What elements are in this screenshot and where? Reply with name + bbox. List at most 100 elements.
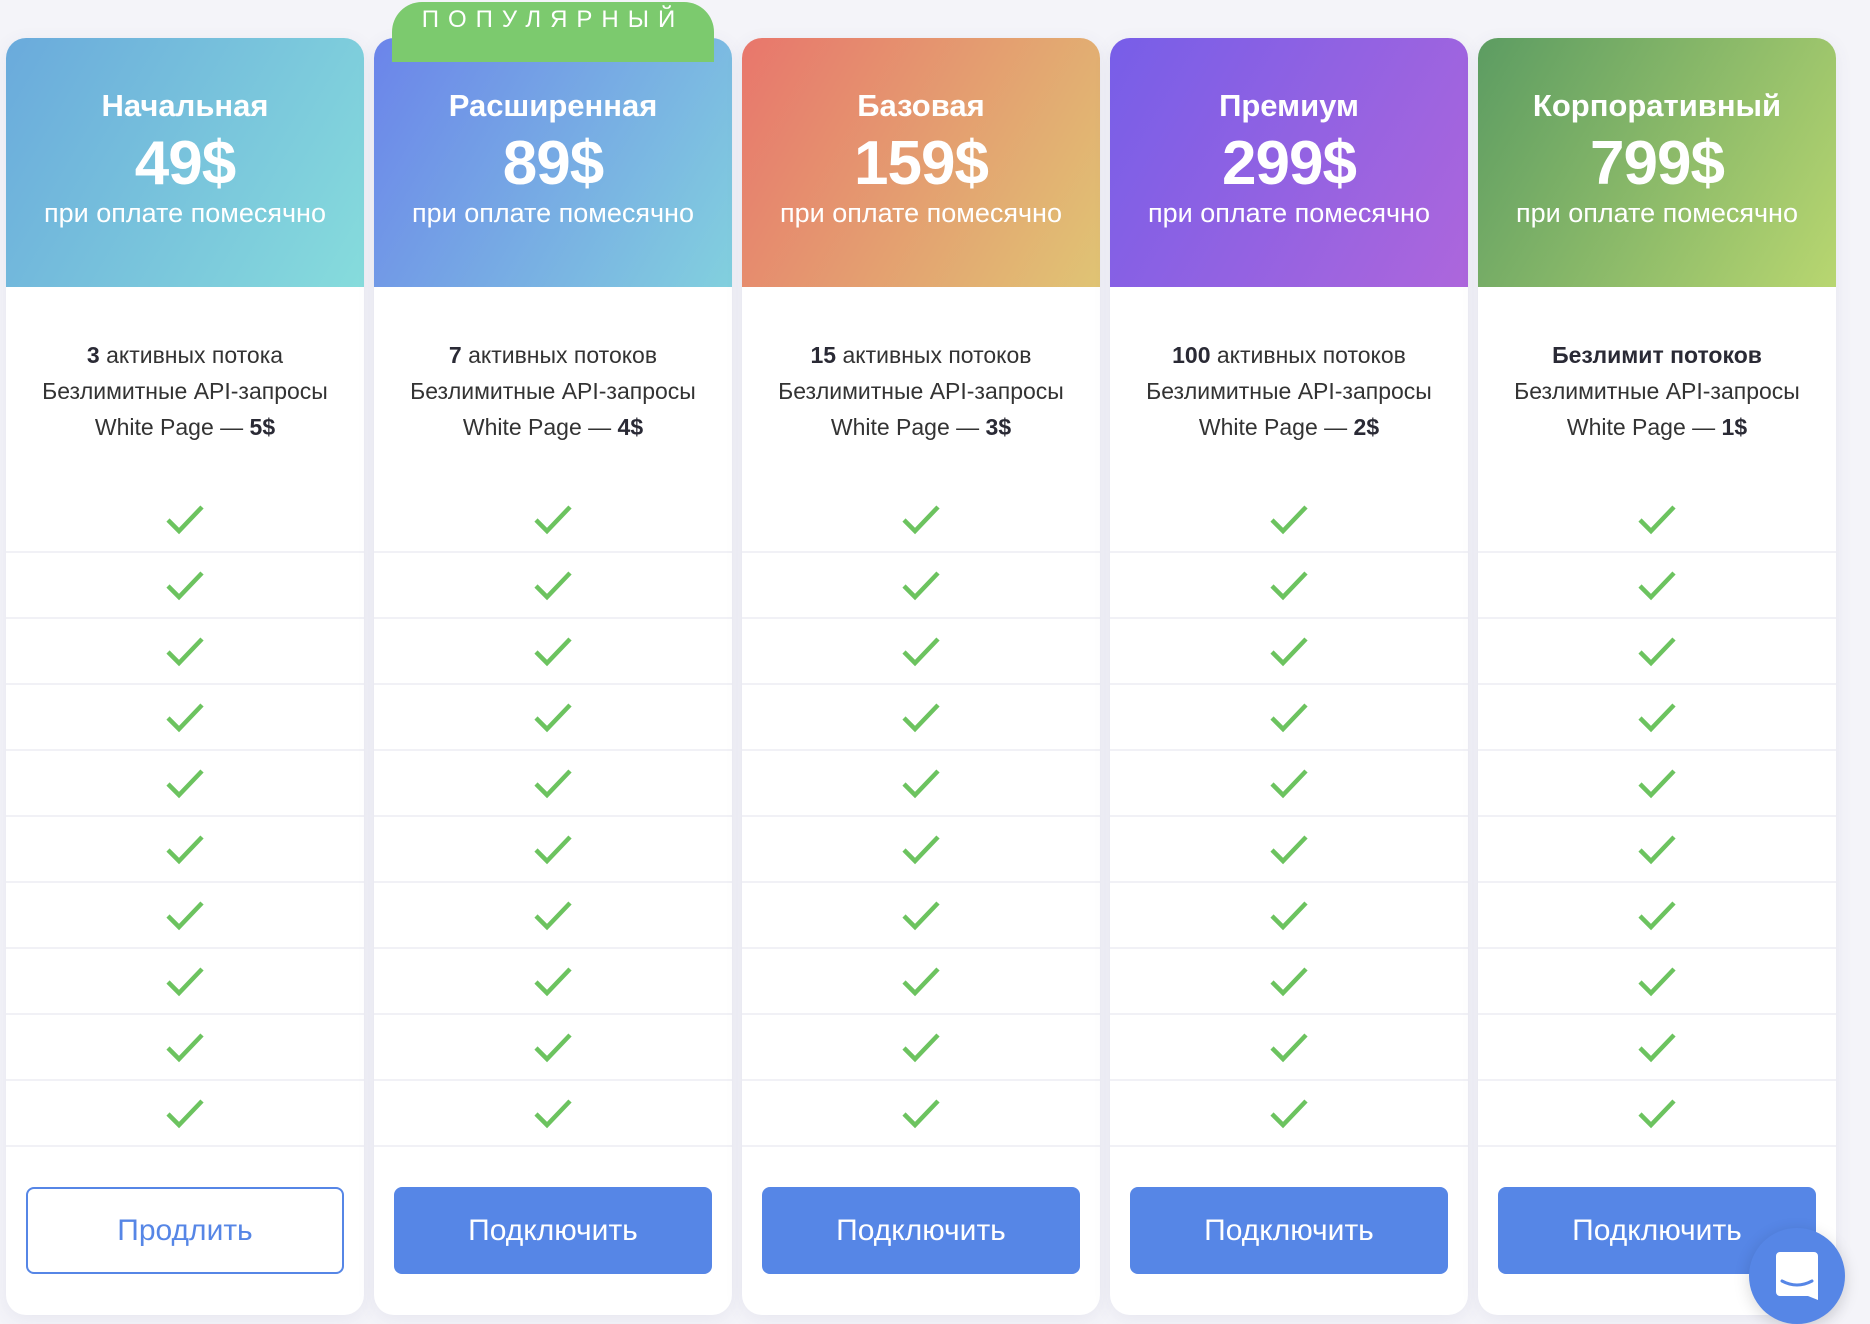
feature-row bbox=[374, 685, 732, 751]
white-page-price: 4$ bbox=[617, 414, 644, 440]
check-icon bbox=[166, 901, 204, 931]
api-feature: Безлимитные API-запросы bbox=[410, 378, 696, 404]
check-icon bbox=[166, 1033, 204, 1063]
check-icon bbox=[1638, 571, 1676, 601]
white-page-label: White Page — bbox=[1566, 414, 1722, 440]
streams-label: активных потоков bbox=[461, 342, 658, 368]
check-icon bbox=[534, 967, 572, 997]
feature-row bbox=[1478, 1081, 1836, 1147]
feature-row bbox=[1110, 685, 1468, 751]
feature-row bbox=[374, 553, 732, 619]
check-icon bbox=[1270, 571, 1308, 601]
check-icon bbox=[534, 1033, 572, 1063]
check-icon bbox=[166, 637, 204, 667]
plan-features: 100 активных потоков Безлимитные API-зап… bbox=[1110, 287, 1468, 487]
streams-label: активных потоков bbox=[836, 342, 1032, 368]
streams-count: Безлимит потоков bbox=[1552, 342, 1762, 368]
white-page-label: White Page — bbox=[830, 414, 986, 440]
streams-count: 15 bbox=[810, 342, 837, 368]
check-icon bbox=[1270, 835, 1308, 865]
subscribe-button[interactable]: Подключить bbox=[394, 1187, 712, 1274]
check-icon bbox=[902, 769, 940, 799]
plan-features: 15 активных потоков Безлимитные API-запр… bbox=[742, 287, 1100, 487]
check-icon bbox=[534, 835, 572, 865]
feature-row bbox=[6, 1081, 364, 1147]
plan-title: Корпоративный bbox=[1532, 88, 1782, 123]
chat-widget-button[interactable] bbox=[1749, 1228, 1845, 1324]
feature-row bbox=[1478, 619, 1836, 685]
check-icon bbox=[902, 505, 940, 535]
plan-features: Безлимит потоков Безлимитные API-запросы… bbox=[1478, 287, 1836, 487]
plan-period: при оплате помесячно bbox=[1516, 198, 1798, 228]
api-feature: Безлимитные API-запросы bbox=[1146, 378, 1432, 404]
feature-row bbox=[1478, 817, 1836, 883]
feature-row bbox=[6, 553, 364, 619]
subscribe-button[interactable]: Подключить bbox=[1498, 1187, 1816, 1274]
check-icon bbox=[902, 835, 940, 865]
plan-card: Начальная 49$ при оплате помесячно 3 акт… bbox=[6, 38, 364, 1315]
feature-row bbox=[1110, 553, 1468, 619]
feature-row bbox=[742, 685, 1100, 751]
api-feature: Безлимитные API-запросы bbox=[42, 378, 328, 404]
plan-features: 3 активных потока Безлимитные API-запрос… bbox=[6, 287, 364, 487]
feature-row bbox=[742, 619, 1100, 685]
feature-row bbox=[1478, 751, 1836, 817]
check-icon bbox=[534, 1099, 572, 1129]
feature-row bbox=[6, 487, 364, 553]
check-icon bbox=[1270, 1033, 1308, 1063]
check-icon bbox=[534, 571, 572, 601]
feature-row bbox=[374, 487, 732, 553]
check-icon bbox=[902, 703, 940, 733]
check-icon bbox=[1638, 769, 1676, 799]
check-icon bbox=[1270, 967, 1308, 997]
plan-header: Начальная 49$ при оплате помесячно bbox=[6, 38, 364, 287]
check-icon bbox=[902, 1099, 940, 1129]
feature-row bbox=[6, 817, 364, 883]
feature-row bbox=[6, 619, 364, 685]
subscribe-button[interactable]: Подключить bbox=[762, 1187, 1080, 1274]
feature-row bbox=[1110, 949, 1468, 1015]
plan-header: Расширенная 89$ при оплате помесячно bbox=[374, 38, 732, 287]
white-page-label: White Page — bbox=[462, 414, 618, 440]
feature-row bbox=[1478, 685, 1836, 751]
white-page-label: White Page — bbox=[1198, 414, 1354, 440]
feature-row bbox=[1110, 1081, 1468, 1147]
feature-row bbox=[1478, 487, 1836, 553]
api-feature: Безлимитные API-запросы bbox=[778, 378, 1064, 404]
plan-period: при оплате помесячно bbox=[412, 198, 694, 228]
subscribe-button[interactable]: Подключить bbox=[1130, 1187, 1448, 1274]
plan-price: 299$ bbox=[1222, 129, 1357, 198]
plan-price: 49$ bbox=[134, 129, 236, 198]
check-icon bbox=[1638, 637, 1676, 667]
feature-row bbox=[1110, 751, 1468, 817]
check-icon bbox=[1270, 505, 1308, 535]
plan-header: Премиум 299$ при оплате помесячно bbox=[1110, 38, 1468, 287]
check-icon bbox=[166, 967, 204, 997]
feature-row bbox=[6, 883, 364, 949]
white-page-price: 2$ bbox=[1353, 414, 1380, 440]
plan-card: Базовая 159$ при оплате помесячно 15 акт… bbox=[742, 38, 1100, 1315]
feature-row bbox=[6, 751, 364, 817]
check-icon bbox=[1638, 901, 1676, 931]
feature-row bbox=[6, 949, 364, 1015]
popular-badge: ПОПУЛЯРНЫЙ bbox=[392, 2, 714, 62]
check-icon bbox=[534, 637, 572, 667]
white-page-price: 3$ bbox=[985, 414, 1012, 440]
feature-row bbox=[742, 751, 1100, 817]
plan-price: 159$ bbox=[854, 129, 989, 198]
feature-row bbox=[1110, 883, 1468, 949]
plan-features: 7 активных потоков Безлимитные API-запро… bbox=[374, 287, 732, 487]
plan-card: Корпоративный 799$ при оплате помесячно … bbox=[1478, 38, 1836, 1315]
plan-card: Расширенная 89$ при оплате помесячно 7 а… bbox=[374, 38, 732, 1315]
feature-row bbox=[742, 553, 1100, 619]
check-icon bbox=[1638, 835, 1676, 865]
check-icon bbox=[902, 637, 940, 667]
renew-button[interactable]: Продлить bbox=[26, 1187, 344, 1274]
feature-row bbox=[6, 685, 364, 751]
check-icon bbox=[902, 967, 940, 997]
feature-row bbox=[742, 817, 1100, 883]
feature-row bbox=[374, 817, 732, 883]
streams-label: активных потоков bbox=[1210, 342, 1406, 368]
plan-title: Начальная bbox=[101, 88, 269, 123]
feature-row bbox=[374, 883, 732, 949]
